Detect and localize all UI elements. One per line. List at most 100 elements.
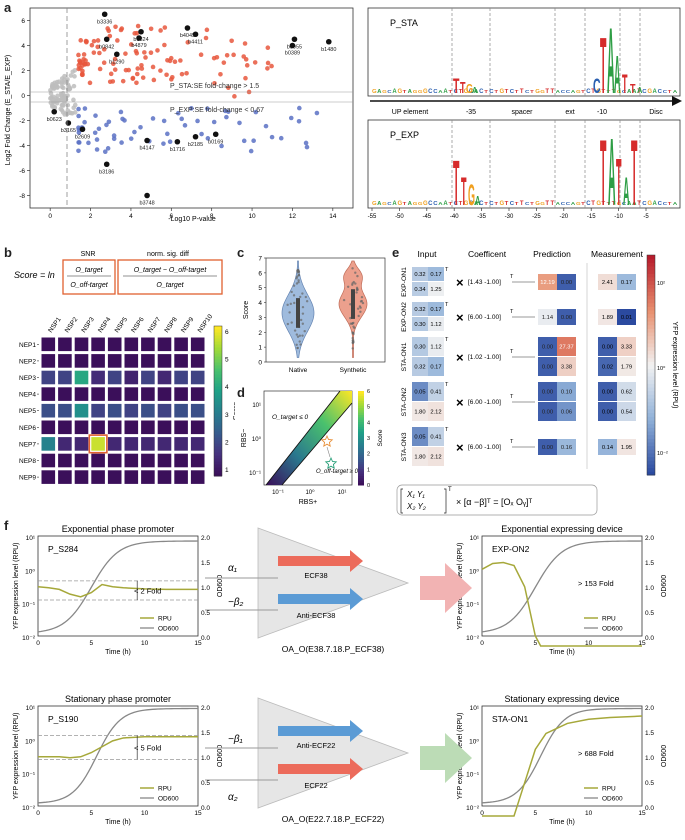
- heatmap-cell: [157, 370, 172, 385]
- e-colorbar-step: [647, 291, 655, 296]
- logo-noise-letter: T: [668, 202, 673, 207]
- logo-noise-letter: C: [622, 201, 626, 206]
- rbs-colorbar-step: [358, 449, 364, 453]
- star-connector: [326, 446, 331, 458]
- rbs-colorbar-step: [358, 463, 364, 467]
- rbs-colorbar-step: [358, 391, 364, 394]
- rbs-colorbar-step: [358, 430, 364, 434]
- logo-noise-letter: T: [602, 201, 606, 207]
- up-point: [224, 52, 230, 58]
- logo-noise-letter: G: [398, 200, 403, 207]
- up-point: [130, 75, 136, 81]
- heatmap-cell: [107, 437, 122, 451]
- logo-noise-letter: A: [632, 89, 637, 95]
- formula-lhs: Score = ln: [14, 270, 55, 280]
- f-y2tick: 2.0: [645, 535, 654, 542]
- heatmap-cell: [91, 453, 105, 468]
- down-point: [118, 109, 124, 115]
- equation-mid: × [α −β]ᵀ = [Oₓ Oᵧ]ᵀ: [456, 497, 532, 507]
- heatmap-cell: [74, 453, 89, 468]
- colorbar-step: [214, 326, 222, 330]
- heatmap-cell: [58, 437, 72, 451]
- rbs-colorbar-step: [358, 468, 364, 472]
- plot-promoter-name: P_S284: [48, 544, 79, 554]
- logo-noise-letter: T: [551, 201, 555, 207]
- up-point: [87, 80, 93, 86]
- equation-box: [396, 484, 598, 516]
- up-point: [184, 71, 189, 76]
- violin-dot: [290, 290, 293, 294]
- colorbar-tick: 4: [225, 384, 229, 391]
- heatmap-cell: [107, 453, 122, 468]
- col-label: NSP8: [163, 316, 179, 334]
- rbs-band: [266, 391, 352, 485]
- alpha2-label: α₂: [228, 792, 238, 803]
- logo-tick-label: -30: [505, 214, 514, 220]
- logo-noise-letter: G: [372, 89, 377, 95]
- rbs-colorbar-step: [358, 442, 364, 446]
- heatmap-cell: [190, 403, 205, 418]
- input-cell: [412, 357, 428, 376]
- violin-ytick: 5: [258, 285, 262, 292]
- violin-dot: [351, 347, 354, 350]
- legend-rpu: RPU: [602, 616, 616, 623]
- f-xtick: 0: [36, 810, 40, 817]
- up-point: [151, 77, 157, 83]
- heatmap-cell: [141, 337, 155, 352]
- f-y2tick: 2.0: [201, 535, 210, 542]
- f-y2tick: 2.0: [201, 705, 210, 712]
- up-point: [97, 66, 103, 72]
- colorbar-step: [214, 416, 222, 420]
- logo-noise-letter: A: [627, 89, 632, 95]
- down-point: [179, 116, 184, 122]
- coef-value: [6.00 -1.00]: [468, 314, 501, 321]
- heatmap-cell: [41, 453, 56, 468]
- violin-dot: [299, 318, 303, 322]
- volcano-plot: b3336b1824b4879b0842b4045b4411b3955b0389…: [5, 7, 354, 223]
- logo-tick-label: -40: [450, 214, 459, 220]
- y-tick-label: 0: [21, 93, 25, 100]
- pred-value: 1.14: [542, 315, 554, 321]
- down-point: [94, 137, 100, 142]
- pred-value: 0.06: [561, 410, 572, 416]
- e-colorbar-step: [647, 280, 655, 285]
- frac1-den: O_off-target: [70, 282, 108, 289]
- row-label: NEP5: [19, 408, 36, 415]
- colorbar-tick: 6: [225, 329, 229, 336]
- down-point: [205, 106, 210, 111]
- times-sign: ×: [456, 395, 464, 410]
- labeled-point: [103, 36, 110, 43]
- e-colorbar-step: [647, 460, 655, 465]
- frac1-num: O_target: [75, 267, 103, 274]
- heatmap-cell: [74, 337, 89, 352]
- rbs-colorbar-step: [358, 414, 364, 418]
- ns-point: [60, 110, 66, 115]
- equation-lhs-bot: X₂ Y₂: [406, 502, 426, 511]
- violin-dot: [355, 286, 359, 290]
- f-y2tick: 0.5: [645, 780, 654, 787]
- volcano-xlabel: -Log10 P-value: [168, 216, 216, 223]
- pred-cell: [557, 402, 576, 421]
- rbs-xtick: 10⁰: [305, 489, 315, 496]
- colorbar-step: [214, 335, 222, 339]
- up-point: [82, 61, 87, 67]
- violin-dot: [346, 285, 350, 288]
- up-point: [243, 75, 248, 81]
- y-tick-label: 4: [21, 43, 25, 50]
- f-ylabel: YFP expression level (RPU): [13, 542, 20, 629]
- down-point: [304, 144, 310, 150]
- e-colorbar-step: [647, 266, 655, 271]
- up-point: [265, 60, 271, 66]
- e-colorbar-step: [647, 310, 655, 315]
- down-point: [296, 118, 302, 124]
- up-point: [158, 68, 163, 73]
- f-xtick: 5: [90, 810, 94, 817]
- labeled-point: [192, 31, 199, 38]
- e-colorbar-step: [647, 398, 655, 403]
- logo-noise-letter: A: [653, 88, 658, 95]
- colorbar-frame: [213, 325, 223, 477]
- f-ytick: 10⁻²: [466, 805, 480, 812]
- e-colorbar-step: [647, 284, 655, 289]
- times-sign: ×: [456, 310, 464, 325]
- frac2-num: O_target − O_off-target: [134, 267, 208, 274]
